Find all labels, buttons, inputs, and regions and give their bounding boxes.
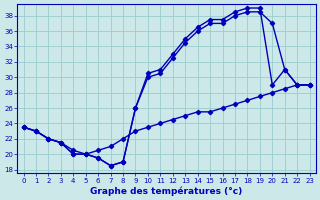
- X-axis label: Graphe des températures (°c): Graphe des températures (°c): [91, 186, 243, 196]
